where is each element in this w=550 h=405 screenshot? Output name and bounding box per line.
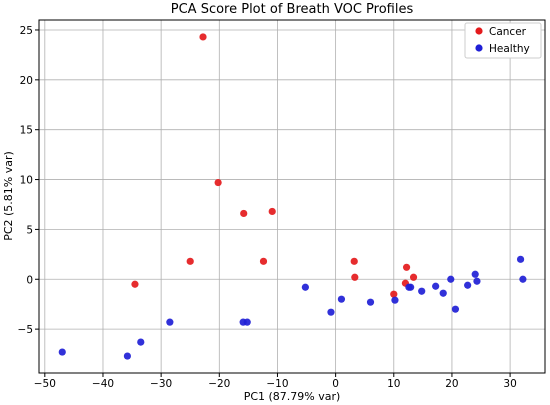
healthy-point: [432, 282, 440, 290]
x-tick-label: −20: [208, 378, 230, 390]
healthy-point: [366, 298, 375, 306]
cancer-point: [351, 273, 359, 281]
cancer-point: [409, 273, 418, 281]
x-axis-label: PC1 (87.79% var): [244, 390, 341, 403]
y-tick-label: 20: [20, 75, 33, 87]
x-tick-label: −30: [150, 378, 172, 390]
healthy-point: [301, 283, 309, 291]
healthy-point: [166, 318, 174, 326]
x-tick-label: 10: [387, 378, 400, 390]
cancer-point: [259, 257, 268, 265]
healthy-point: [137, 338, 145, 346]
y-tick-label: 25: [20, 25, 33, 37]
cancer-point: [214, 178, 222, 187]
grid-lines: [39, 20, 545, 373]
healthy-point: [439, 289, 447, 297]
healthy-point: [471, 270, 479, 278]
cancer-point: [390, 290, 398, 298]
cancer-point: [402, 263, 411, 271]
healthy-point: [516, 255, 525, 263]
x-tick-label: −40: [92, 378, 114, 390]
legend-marker-healthy: [475, 44, 483, 52]
cancer-point: [350, 257, 358, 265]
y-axis-label: PC2 (5.81% var): [2, 151, 15, 241]
healthy-point: [418, 287, 426, 295]
legend-box: [464, 22, 542, 59]
legend-marker-cancer: [475, 27, 483, 35]
x-tick-label: 20: [445, 378, 458, 390]
healthy-point: [451, 305, 460, 313]
healthy-point: [243, 318, 251, 326]
x-tick-label: 30: [503, 378, 516, 390]
y-tick-label: 5: [26, 224, 33, 236]
healthy-point: [337, 295, 346, 303]
healthy-point: [464, 281, 472, 289]
cancer-point: [131, 280, 139, 288]
y-tick-label: 10: [20, 175, 33, 187]
y-tick-label: 0: [26, 274, 33, 286]
chart-title: PCA Score Plot of Breath VOC Profiles: [171, 2, 414, 17]
cancer-point: [186, 257, 194, 265]
healthy-point: [123, 352, 132, 360]
x-tick-label: 0: [332, 378, 339, 390]
healthy-point: [407, 283, 415, 291]
healthy-point: [447, 275, 455, 283]
x-tick-label: −10: [266, 378, 288, 390]
plot-area-frame: [38, 19, 546, 374]
healthy-point: [327, 308, 335, 316]
healthy-point: [391, 296, 399, 304]
healthy-point: [58, 348, 66, 356]
healthy-point: [473, 277, 481, 285]
healthy-point: [519, 275, 527, 283]
y-tick-label: 15: [20, 125, 33, 137]
cancer-point: [199, 33, 207, 41]
legend-label-healthy: Healthy: [489, 43, 530, 55]
cancer-point: [268, 207, 276, 216]
legend-label-cancer: Cancer: [489, 26, 527, 38]
x-tick-label: −50: [34, 378, 56, 390]
legend: Cancer Healthy: [464, 22, 542, 59]
cancer-point: [240, 209, 248, 218]
data-points: [58, 33, 527, 360]
y-tick-label: −5: [18, 324, 33, 336]
